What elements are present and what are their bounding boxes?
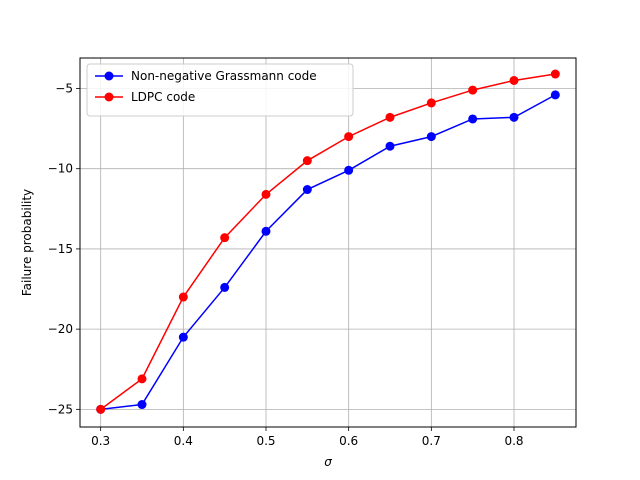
y-axis-label: Failure probability	[20, 189, 34, 296]
data-point	[261, 226, 271, 236]
data-point	[385, 141, 395, 151]
data-point	[550, 90, 560, 100]
plot-frame	[79, 57, 577, 428]
y-tick-label: −20	[48, 322, 73, 336]
data-point	[302, 156, 312, 166]
y-tick-label: −5	[55, 81, 73, 95]
data-point	[178, 292, 188, 302]
x-axis-ticks: 0.3 0.4 0.5 0.6 0.7 0.8	[91, 427, 524, 448]
data-point	[385, 112, 395, 122]
series-line	[100, 73, 556, 410]
y-tick-label: −15	[48, 242, 73, 256]
legend-label: Non-negative Grassmann code	[131, 69, 317, 83]
data-point	[302, 185, 312, 195]
x-tick-label: 0.7	[422, 434, 441, 448]
data-point	[509, 75, 519, 85]
y-tick-label: −10	[48, 162, 73, 176]
data-point	[344, 165, 354, 175]
data-point	[426, 98, 436, 108]
legend: Non-negative Grassmann code LDPC code	[86, 63, 354, 117]
data-point	[261, 189, 271, 199]
x-tick-label: 0.5	[256, 434, 275, 448]
series-0	[96, 90, 560, 414]
y-axis-ticks: −25 −20 −15 −10 −5	[48, 81, 80, 416]
data-point	[468, 85, 478, 95]
data-point	[220, 282, 230, 292]
data-point	[344, 132, 354, 142]
data-point	[137, 374, 147, 384]
legend-label: LDPC code	[131, 90, 195, 104]
x-tick-label: 0.8	[504, 434, 523, 448]
series-1	[96, 69, 560, 414]
data-point	[178, 332, 188, 342]
x-tick-label: 0.3	[91, 434, 110, 448]
series-group	[96, 69, 560, 414]
x-axis-label: σ	[324, 455, 332, 469]
series-line	[100, 94, 556, 411]
legend-box	[86, 63, 354, 117]
legend-marker	[104, 92, 114, 102]
data-point	[220, 233, 230, 243]
data-point	[509, 112, 519, 122]
x-tick-label: 0.4	[174, 434, 193, 448]
x-tick-label: 0.6	[339, 434, 358, 448]
data-point	[96, 404, 106, 414]
data-point	[550, 69, 560, 79]
data-point	[468, 114, 478, 124]
legend-marker	[104, 71, 114, 81]
data-point	[137, 400, 147, 410]
data-point	[426, 132, 436, 142]
y-tick-label: −25	[48, 402, 73, 416]
